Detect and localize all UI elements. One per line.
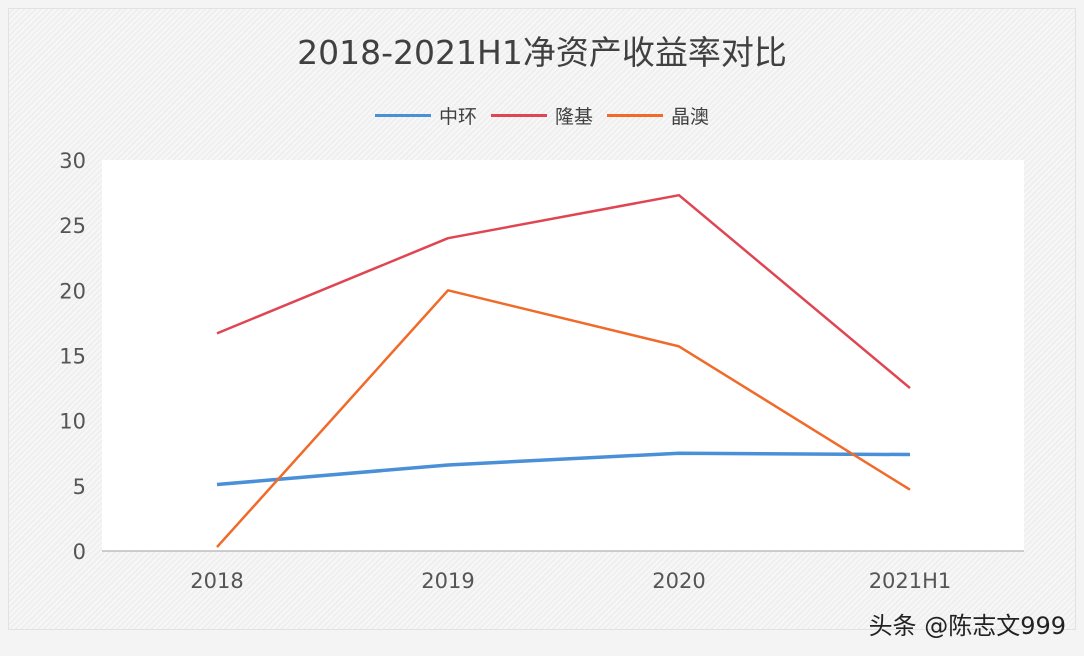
- y-tick-label: 25: [59, 214, 86, 238]
- legend-label: 晶澳: [671, 106, 710, 128]
- legend-item: 晶澳: [607, 102, 709, 129]
- y-tick-label: 10: [59, 410, 86, 434]
- legend-label: 中环: [438, 106, 477, 128]
- series-line-隆基: [216, 193, 911, 390]
- legend-swatch: [607, 114, 663, 117]
- legend-label: 隆基: [554, 106, 593, 128]
- x-tick-label: 2020: [652, 569, 705, 593]
- legend-swatch: [374, 114, 431, 117]
- series-line-中环: [216, 451, 911, 487]
- y-tick-label: 15: [59, 345, 86, 369]
- legend-swatch: [490, 114, 547, 117]
- legend-item: 隆基: [490, 102, 593, 129]
- plot-background: [102, 160, 1024, 551]
- x-tick-label: 2019: [421, 569, 474, 593]
- x-tick-label: 2018: [190, 569, 243, 593]
- y-tick-label: 20: [59, 279, 86, 303]
- series-line-晶澳: [216, 289, 911, 548]
- y-tick-label: 0: [73, 540, 86, 564]
- y-tick-label: 5: [73, 475, 86, 499]
- chart-title: 2018-2021H1净资产收益率对比: [297, 33, 787, 72]
- x-tick-label: 2021H1: [869, 569, 952, 593]
- legend: 中环 隆基 晶澳: [0, 102, 1084, 129]
- legend-item: 中环: [374, 102, 477, 129]
- watermark: 头条 @陈志文999: [868, 612, 1066, 640]
- y-tick-label: 30: [59, 149, 86, 173]
